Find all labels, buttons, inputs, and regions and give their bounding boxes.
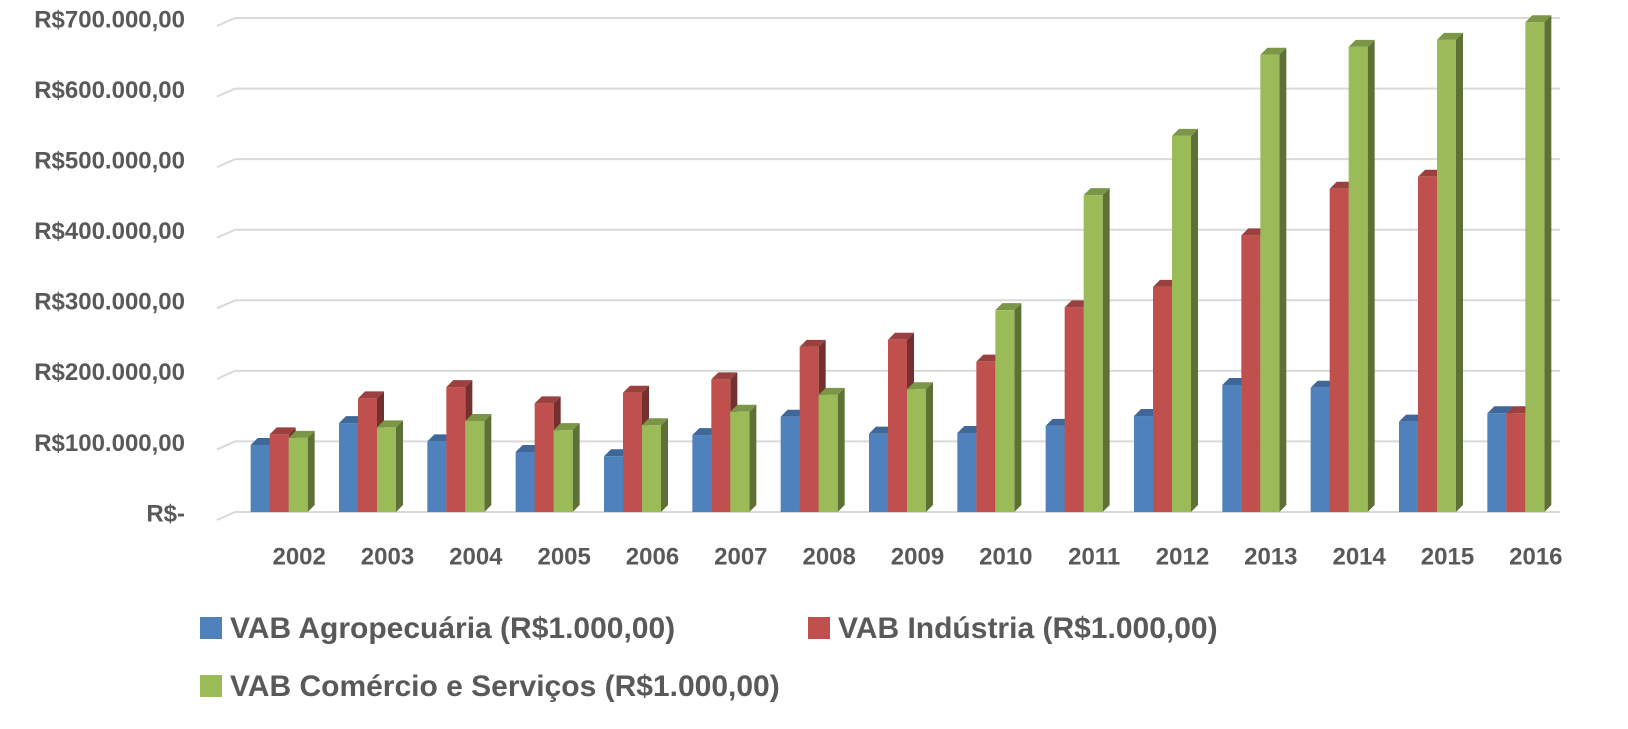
y-tick-label: R$700.000,00 [34,6,185,33]
y-tick-label: R$500.000,00 [34,147,185,174]
x-tick-label: 2014 [1332,543,1386,570]
legend-label: VAB Comércio e Serviços (R$1.000,00) [230,670,780,703]
bar [377,420,403,512]
x-tick-label: 2002 [272,543,325,570]
grid-line [216,158,1560,169]
x-tick-label: 2007 [714,543,767,570]
grid-line [216,17,1560,27]
bar [1525,15,1552,513]
bar [553,423,580,512]
legend-label: VAB Indústria (R$1.000,00) [838,612,1218,645]
bar [1437,32,1463,513]
x-tick-label: 2005 [537,543,590,570]
grid-line [216,369,1560,380]
x-tick-label: 2011 [1068,543,1120,570]
y-tick-label: R$400.000,00 [34,218,185,245]
bar [288,430,315,512]
grid-line [216,299,1560,310]
x-tick-label: 2012 [1156,543,1209,570]
bar [907,382,933,512]
x-tick-label: 2009 [891,543,944,570]
legend-swatch [200,617,222,639]
bar [995,303,1022,512]
x-tick-label: 2004 [449,543,503,570]
x-tick-label: 2013 [1244,543,1297,570]
y-tick-label: R$600.000,00 [34,77,185,104]
legend-label: VAB Agropecuária (R$1.000,00) [230,612,675,645]
bar [818,387,845,512]
bar [1348,39,1375,512]
grid-line [216,511,1560,521]
x-tick-label: 2015 [1421,543,1474,570]
grid-line [216,440,1560,451]
x-tick-label: 2016 [1509,543,1562,570]
y-tick-label: R$- [146,500,185,527]
x-tick-label: 2008 [802,543,855,570]
x-tick-label: 2010 [979,543,1032,570]
bar [730,404,757,512]
grid-line [216,87,1560,98]
y-tick-label: R$100.000,00 [34,430,185,457]
grid-line [216,228,1560,239]
y-tick-label: R$200.000,00 [34,359,185,386]
y-tick-label: R$300.000,00 [34,289,185,316]
bar [642,418,668,512]
bar [1172,128,1198,512]
bar [465,413,492,512]
bar [1260,47,1287,512]
legend-swatch [808,617,830,639]
bar [1083,188,1110,513]
x-tick-label: 2003 [361,543,414,570]
legend-swatch [200,675,222,697]
x-tick-label: 2006 [626,543,679,570]
